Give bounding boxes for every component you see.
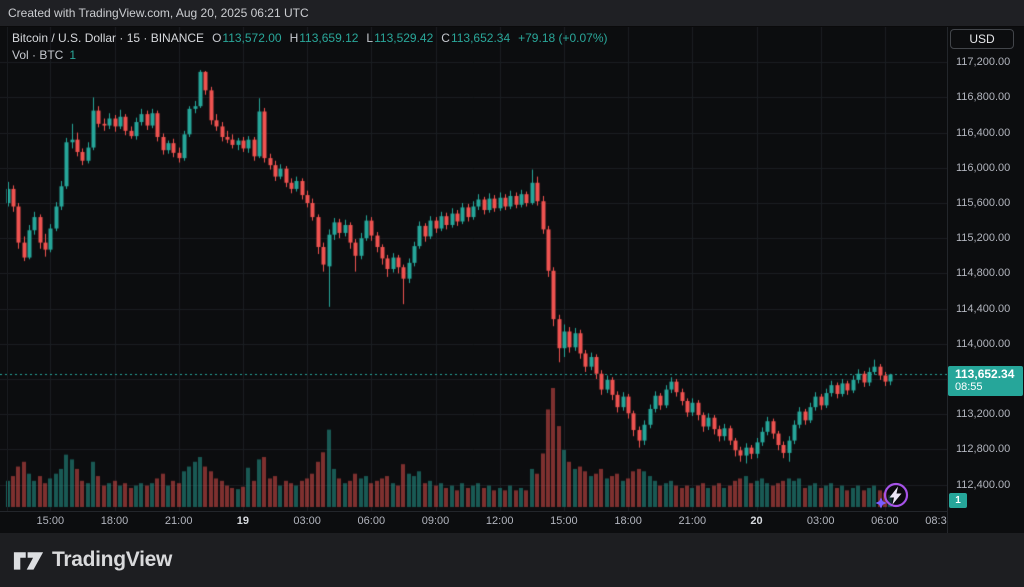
price-tick-label: 116,000.00 [956,161,1011,174]
price-tick-label: 117,200.00 [956,56,1011,69]
volume-value: 1 [69,48,77,62]
time-tick-label: 20 [750,515,763,527]
tradingview-brand-text[interactable]: TradingView [52,548,173,571]
price-tick-label: 114,400.00 [956,302,1011,315]
time-tick-label: 03:00 [806,515,835,527]
price-tick-label: 112,800.00 [956,443,1011,456]
price-tick-label: 116,800.00 [956,91,1011,104]
time-tick-label: 18:00 [614,515,642,527]
time-tick-label: 19 [236,515,250,527]
price-axis[interactable]: USD 117,200.00 116,800.00 116,400.00 116,00… [948,27,1024,533]
volume-legend: Vol · BTC 1 [12,48,608,62]
last-price-badge: 113,652.34 08:55 [948,366,1023,397]
sparkle-icon [875,497,887,509]
price-axis-separator[interactable] [947,27,948,533]
snapshot-header: Created with TradingView.com, Aug 20, 20… [0,0,1024,27]
snapshot-attribution: Created with TradingView.com, Aug 20, 20… [8,6,309,20]
time-tick-label: 12:00 [485,515,514,527]
time-tick-label: 15:00 [550,515,578,527]
time-tick-label-partial: 08:3 [925,515,947,527]
volume-axis-badge: 1 [949,493,967,508]
footer-bar: TradingView [0,533,1024,587]
bar-countdown: 08:55 [955,381,983,394]
price-tick-label: 113,200.00 [956,408,1011,421]
time-tick-label: 06:00 [357,515,386,527]
price-tick-label: 114,000.00 [956,337,1011,350]
price-change: +79.18 (+0.07%) [518,31,608,45]
ohlc-high: H 113,659.12 [289,31,359,45]
tradingview-logo-icon[interactable] [13,547,44,574]
lightning-icon [889,486,902,505]
boost-icon[interactable] [872,480,912,512]
price-tick-label: 112,400.00 [956,478,1011,491]
last-price-value: 113,652.34 [955,367,1015,382]
time-tick-label: 21:00 [678,515,707,527]
ohlc-low: L 113,529.42 [366,31,434,45]
pane-left-edge [7,27,8,511]
currency-toggle-button[interactable]: USD [950,29,1014,49]
symbol-title[interactable]: Bitcoin / U.S. Dollar · 15 · BINANCE [12,31,205,45]
ohlc-close: C 113,652.34 [441,31,511,45]
ohlc-open: O 113,572.00 [212,31,282,45]
chart-pane[interactable]: Bitcoin / U.S. Dollar · 15 · BINANCE O 1… [0,27,1024,533]
time-tick-label: 18:00 [100,515,129,527]
price-tick-label: 116,400.00 [956,126,1011,139]
price-tick-label: 115,600.00 [956,197,1011,209]
symbol-legend: Bitcoin / U.S. Dollar · 15 · BINANCE O 1… [12,31,608,62]
time-tick-label: 09:00 [421,515,450,527]
time-tick-label: 03:00 [293,515,321,527]
price-tick-label: 115,200.00 [956,232,1011,245]
time-axis[interactable]: 15:00 18:00 21:00 19 03:00 06:00 09:00 12:00 15:… [0,512,947,533]
time-tick-label: 21:00 [164,515,193,527]
volume-label[interactable]: Vol · BTC [12,48,64,62]
time-tick-label: 06:00 [871,515,899,527]
price-tick-label: 114,800.00 [956,267,1011,280]
time-tick-label: 15:00 [36,515,65,527]
time-axis-separator[interactable] [0,511,947,512]
candlestick-chart[interactable] [0,27,947,533]
